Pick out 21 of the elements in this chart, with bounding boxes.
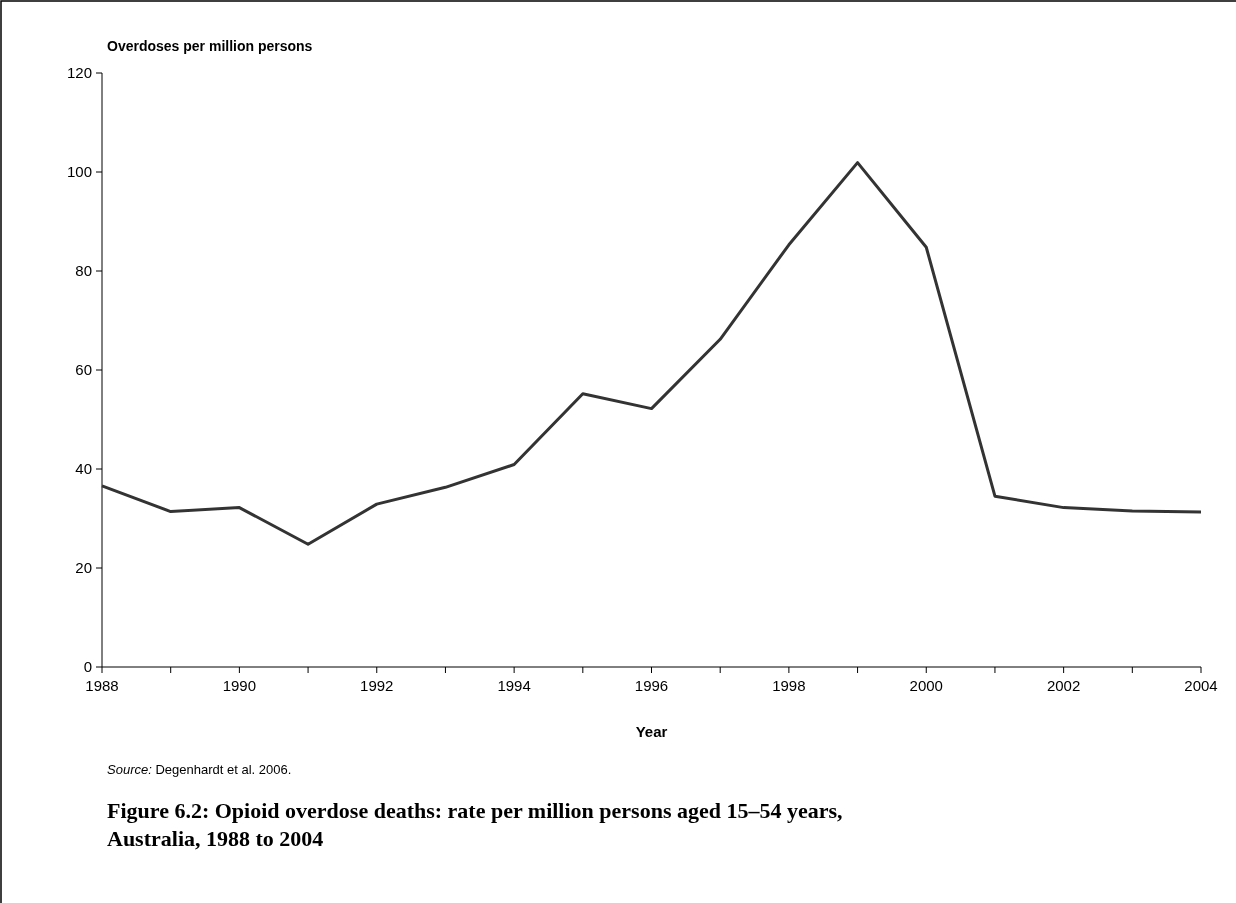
x-tick-label: 1992: [360, 677, 394, 694]
x-tick-label: 1996: [634, 677, 669, 694]
x-tick-label: 1998: [772, 677, 806, 694]
y-tick-label: 20: [75, 559, 92, 577]
text: Figure 6.2: Opioid overdose deaths: rate per million persons aged 15–54 years, Australia, 1988 to 2004: [107, 798, 843, 851]
x-tick-label: 2004: [1184, 677, 1218, 694]
y-tick-label: 80: [75, 262, 92, 280]
y-tick-label: 120: [66, 64, 92, 82]
y-tick-label: 40: [75, 460, 92, 478]
x-tick-label: 2000: [909, 677, 943, 694]
x-tick-label: 1988: [85, 677, 119, 694]
x-tick-label: 2002: [1046, 677, 1081, 694]
y-tick-label: 0: [83, 658, 92, 676]
line-series: [100, 161, 1203, 546]
y-tick-label: 60: [75, 361, 92, 379]
x-axis-title: Year: [635, 723, 668, 740]
x-tick-label: 1990: [222, 677, 257, 694]
y-tick-label: 100: [66, 163, 92, 181]
source-note: Source: Degenhardt et al. 2006.: [107, 762, 292, 777]
x-tick-label: 1994: [497, 677, 531, 694]
y-axis-title: Overdoses per million persons: [107, 38, 313, 54]
